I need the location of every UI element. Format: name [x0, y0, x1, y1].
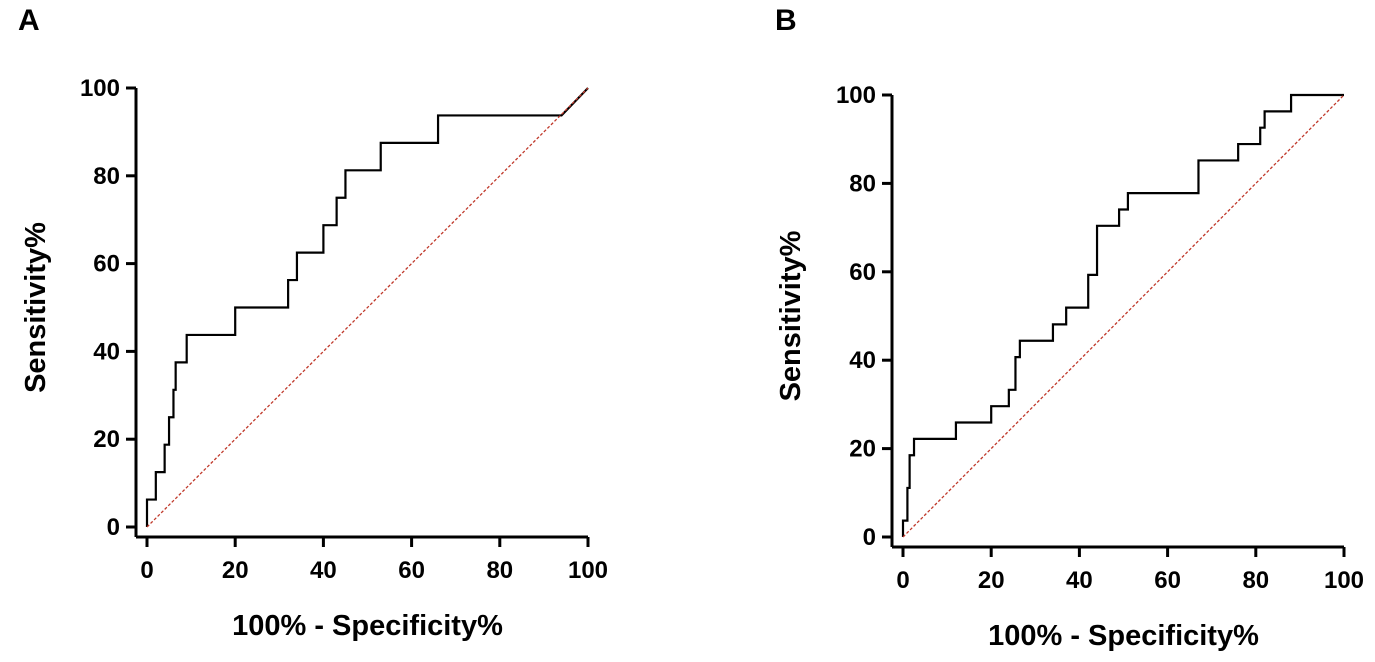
- y-tick-label: 40: [849, 347, 876, 374]
- panel-label: A: [18, 4, 40, 37]
- y-tick-label: 20: [93, 426, 120, 453]
- reference-line: [146, 87, 589, 528]
- x-tick-label: 60: [398, 557, 425, 584]
- x-tick-label: 20: [222, 557, 249, 584]
- x-tick-label: 20: [978, 567, 1005, 594]
- roc-curve: [901, 93, 1344, 537]
- panel-a: A 0 20 40 60 80 100 0 20 40 60 80 100 100% - Specific…: [18, 4, 608, 642]
- panel-b: B 0 20 40 60 80 100 0 20 40 60 80 100 100% - Specific…: [775, 4, 1364, 652]
- y-tick-label: 80: [849, 170, 876, 197]
- reference-line: [902, 94, 1345, 538]
- x-tick-label: 100: [1324, 567, 1364, 594]
- x-tick-label: 80: [486, 557, 513, 584]
- y-tick-label: 60: [93, 251, 120, 278]
- x-tick-label: 100: [568, 557, 608, 584]
- x-axis-title: 100% - Specificity%: [232, 610, 503, 642]
- x-tick-label: 0: [896, 567, 909, 594]
- roc-curve: [145, 87, 589, 527]
- panel-label: B: [775, 4, 797, 37]
- x-tick-label: 40: [1066, 567, 1093, 594]
- y-tick-label: 60: [849, 259, 876, 286]
- x-tick-label: 40: [310, 557, 337, 584]
- y-axis-title: Sensitivity%: [20, 222, 52, 393]
- x-tick-label: 0: [140, 557, 153, 584]
- y-tick-label: 80: [93, 163, 120, 190]
- y-tick-label: 40: [93, 338, 120, 365]
- x-axis-title: 100% - Specificity%: [988, 620, 1259, 652]
- y-tick-label: 0: [107, 514, 120, 541]
- x-tick-label: 80: [1242, 567, 1269, 594]
- y-tick-label: 0: [863, 524, 876, 551]
- y-tick-label: 20: [849, 436, 876, 463]
- y-axis-title: Sensitivity%: [775, 230, 807, 401]
- y-tick-label: 100: [80, 75, 120, 102]
- y-tick-label: 100: [836, 82, 876, 109]
- x-tick-label: 60: [1154, 567, 1181, 594]
